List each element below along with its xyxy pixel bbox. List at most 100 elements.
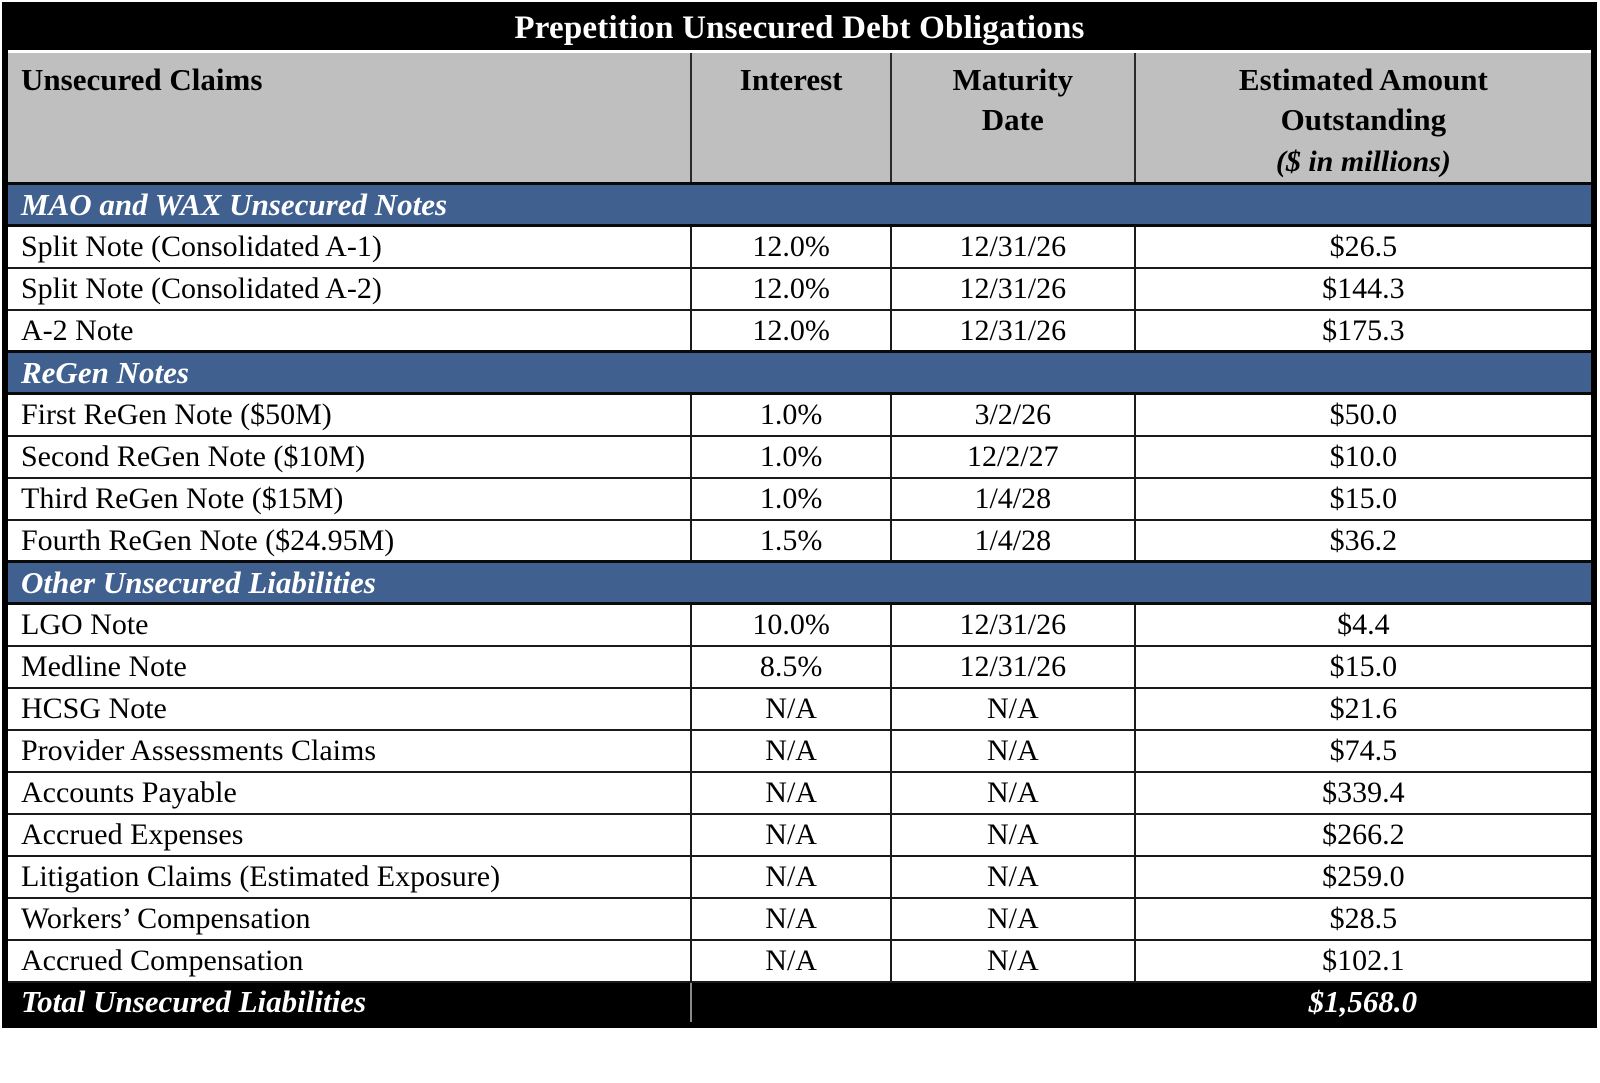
maturity-cell: N/A <box>889 812 1136 857</box>
claim-cell: First ReGen Note ($50M) <box>3 392 693 437</box>
table-row: Second ReGen Note ($10M) 1.0% 12/2/27 $10.0 <box>3 434 1596 479</box>
maturity-cell: 12/31/26 <box>889 602 1136 647</box>
maturity-cell: N/A <box>889 770 1136 815</box>
claim-cell: Third ReGen Note ($15M) <box>3 476 693 521</box>
claim-cell: A-2 Note <box>3 308 693 353</box>
claim-cell: Accrued Compensation <box>3 938 693 983</box>
interest-cell: N/A <box>690 812 892 857</box>
amount-cell: $259.0 <box>1133 854 1596 899</box>
maturity-cell: 12/2/27 <box>889 434 1136 479</box>
interest-cell: N/A <box>690 896 892 941</box>
table-row: Split Note (Consolidated A-2) 12.0% 12/31/… <box>3 266 1596 311</box>
table-row: Provider Assessments Claims N/A N/A $74.5 <box>3 728 1596 773</box>
maturity-cell: N/A <box>889 686 1136 731</box>
maturity-cell: 12/31/26 <box>889 644 1136 689</box>
interest-cell: 1.0% <box>690 476 892 521</box>
interest-cell: N/A <box>690 770 892 815</box>
col-header-interest: Interest <box>690 50 892 185</box>
claim-cell: Accrued Expenses <box>3 812 693 857</box>
table-row: Medline Note 8.5% 12/31/26 $15.0 <box>3 644 1596 689</box>
amount-cell: $28.5 <box>1133 896 1596 941</box>
maturity-cell: N/A <box>889 896 1136 941</box>
col-header-maturity-date: Maturity Date <box>889 50 1136 185</box>
interest-cell: 10.0% <box>690 602 892 647</box>
interest-cell: 12.0% <box>690 266 892 311</box>
amount-cell: $266.2 <box>1133 812 1596 857</box>
claim-cell: Workers’ Compensation <box>3 896 693 941</box>
table-row: Accounts Payable N/A N/A $339.4 <box>3 770 1596 815</box>
maturity-cell: N/A <box>889 854 1136 899</box>
claim-cell: Litigation Claims (Estimated Exposure) <box>3 854 693 899</box>
section-header-label: ReGen Notes <box>5 350 1594 396</box>
claim-cell: HCSG Note <box>3 686 693 731</box>
claim-cell: Accounts Payable <box>3 770 693 815</box>
table-row: A-2 Note 12.0% 12/31/26 $175.3 <box>3 308 1596 353</box>
amount-cell: $26.5 <box>1133 224 1596 269</box>
interest-cell: N/A <box>690 686 892 731</box>
interest-cell: 12.0% <box>690 224 892 269</box>
total-row: Total Unsecured Liabilities $1,568.0 <box>5 981 1594 1027</box>
claim-cell: Second ReGen Note ($10M) <box>3 434 693 479</box>
interest-cell: N/A <box>690 854 892 899</box>
claim-cell: Split Note (Consolidated A-1) <box>3 224 693 269</box>
table-row: Third ReGen Note ($15M) 1.0% 1/4/28 $15.0 <box>3 476 1596 521</box>
maturity-cell: N/A <box>889 728 1136 773</box>
table-row: Workers’ Compensation N/A N/A $28.5 <box>3 896 1596 941</box>
debt-table-container: Prepetition Unsecured Debt Obligations U… <box>2 2 1597 1028</box>
table-row: First ReGen Note ($50M) 1.0% 3/2/26 $50.0 <box>3 392 1596 437</box>
table-row: Split Note (Consolidated A-1) 12.0% 12/31/… <box>3 224 1596 269</box>
amount-cell: $15.0 <box>1133 644 1596 689</box>
debt-obligations-table: Prepetition Unsecured Debt Obligations U… <box>2 2 1597 1028</box>
table-row: LGO Note 10.0% 12/31/26 $4.4 <box>3 602 1596 647</box>
amount-cell: $144.3 <box>1133 266 1596 311</box>
table-title: Prepetition Unsecured Debt Obligations <box>5 5 1594 53</box>
table-row: HCSG Note N/A N/A $21.6 <box>3 686 1596 731</box>
claim-cell: Fourth ReGen Note ($24.95M) <box>3 518 693 563</box>
amount-cell: $74.5 <box>1133 728 1596 773</box>
section-header-row: ReGen Notes <box>5 350 1594 396</box>
amount-cell: $4.4 <box>1133 602 1596 647</box>
interest-cell: N/A <box>690 938 892 983</box>
amount-cell: $36.2 <box>1133 518 1596 563</box>
claim-cell: Provider Assessments Claims <box>3 728 693 773</box>
maturity-cell: 1/4/28 <box>889 476 1136 521</box>
amount-cell: $15.0 <box>1133 476 1596 521</box>
maturity-cell: 3/2/26 <box>889 392 1136 437</box>
table-title-row: Prepetition Unsecured Debt Obligations <box>5 5 1594 53</box>
amount-cell: $175.3 <box>1133 308 1596 353</box>
col-header-unsecured-claims: Unsecured Claims <box>3 50 693 185</box>
interest-cell: 12.0% <box>690 308 892 353</box>
section-header-row: Other Unsecured Liabilities <box>5 560 1594 606</box>
amount-cell: $50.0 <box>1133 392 1596 437</box>
maturity-cell: 12/31/26 <box>889 224 1136 269</box>
amount-units-note: ($ in millions) <box>1275 145 1451 179</box>
claim-cell: Medline Note <box>3 644 693 689</box>
amount-cell: $339.4 <box>1133 770 1596 815</box>
table-row: Litigation Claims (Estimated Exposure) N/… <box>3 854 1596 899</box>
claim-cell: LGO Note <box>3 602 693 647</box>
table-row: Fourth ReGen Note ($24.95M) 1.5% 1/4/28 $36… <box>3 518 1596 563</box>
maturity-cell: 12/31/26 <box>889 308 1136 353</box>
interest-cell: 8.5% <box>690 644 892 689</box>
claim-cell: Split Note (Consolidated A-2) <box>3 266 693 311</box>
col-header-estimated-amount-label: Estimated Amount Outstanding <box>1238 61 1488 138</box>
table-row: Accrued Expenses N/A N/A $266.2 <box>3 812 1596 857</box>
section-header-row: MAO and WAX Unsecured Notes <box>5 182 1594 228</box>
column-header-row: Unsecured Claims Interest Maturity Date … <box>3 50 1596 185</box>
total-label: Total Unsecured Liabilities <box>5 981 693 1027</box>
amount-cell: $102.1 <box>1133 938 1596 983</box>
total-amount: $1,568.0 <box>1134 981 1594 1027</box>
maturity-cell: 12/31/26 <box>889 266 1136 311</box>
interest-cell: 1.5% <box>690 518 892 563</box>
maturity-cell: N/A <box>889 938 1136 983</box>
table-row: Accrued Compensation N/A N/A $102.1 <box>3 938 1596 983</box>
interest-cell: N/A <box>690 728 892 773</box>
table-body: MAO and WAX Unsecured Notes Split Note (C… <box>3 182 1596 983</box>
section-header-label: MAO and WAX Unsecured Notes <box>5 182 1594 228</box>
section-header-label: Other Unsecured Liabilities <box>5 560 1594 606</box>
amount-cell: $10.0 <box>1133 434 1596 479</box>
interest-cell: 1.0% <box>690 434 892 479</box>
total-spacer <box>691 981 1135 1027</box>
interest-cell: 1.0% <box>690 392 892 437</box>
